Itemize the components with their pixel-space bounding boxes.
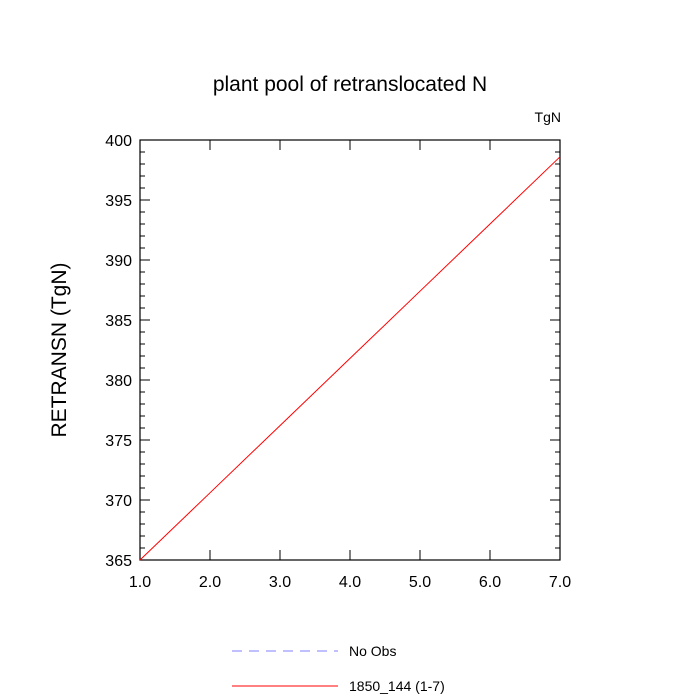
x-tick-label: 6.0 [479,574,501,591]
legend-label: No Obs [349,643,396,659]
y-tick-label: 390 [105,253,132,270]
legend: No Obs 1850_144 (1-7) [232,643,445,694]
legend-label: 1850_144 (1-7) [349,678,445,694]
x-tick-label: 3.0 [269,574,291,591]
x-tick-label: 7.0 [549,574,571,591]
units-label: TgN [535,109,561,125]
axis-ticks: 1.0 2.0 3.0 4.0 5.0 6.0 7.0 365 370 375 380 385 390 3… [105,133,571,591]
series-layer [139,156,561,561]
y-tick-label: 400 [105,133,132,150]
y-tick-label: 375 [105,433,132,450]
series-line [139,156,561,561]
chart-title: plant pool of retranslocated N [213,73,487,96]
x-tick-label: 1.0 [129,574,151,591]
y-tick-label: 380 [105,373,132,390]
y-tick-label: 395 [105,193,132,210]
y-axis-label: RETRANSN (TgN) [48,262,71,437]
x-tick-label: 4.0 [339,574,361,591]
y-tick-label: 370 [105,493,132,510]
y-tick-label: 365 [105,553,132,570]
y-tick-label: 385 [105,313,132,330]
x-tick-label: 5.0 [409,574,431,591]
x-tick-label: 2.0 [199,574,221,591]
plot-frame [139,139,561,561]
